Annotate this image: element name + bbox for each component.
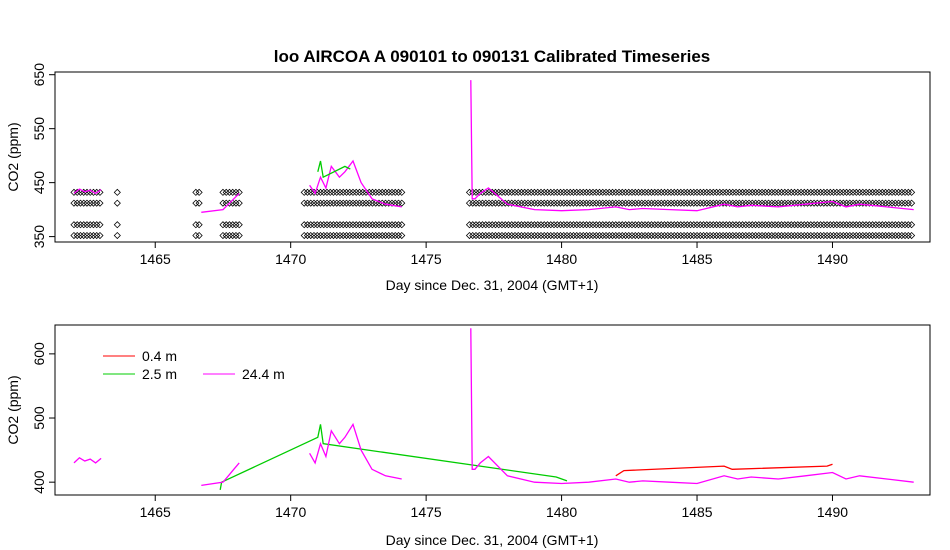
data-marker [96,221,104,229]
y-tick-label: 350 [31,225,47,249]
legend: 0.4 m 2.5 m 24.4 m [103,348,285,382]
data-marker [195,199,203,207]
data-marker [195,188,203,196]
data-marker [235,231,243,240]
x-axis-label-top: Day since Dec. 31, 2004 (GMT+1) [386,277,599,293]
data-marker [113,188,121,196]
chart-title: loo AIRCOA A 090101 to 090131 Calibrated… [274,47,711,66]
data-marker [398,188,406,196]
data-marker [232,221,240,229]
data-marker [93,199,101,207]
legend-label-24-4m: 24.4 m [242,366,285,382]
data-marker [195,221,203,229]
data-marker [904,188,912,196]
data-marker [398,221,406,229]
data-marker [192,231,200,240]
x-tick-label: 1475 [411,251,442,267]
x-tick-label: 1470 [275,504,306,520]
bottom-panel: 400 500 600 1465 1470 1475 1480 1485 1490 CO2 (… [5,324,931,548]
data-marker [394,231,403,240]
plot-frame-top [54,71,931,243]
data-marker [232,231,240,240]
x-tick-label: 1490 [817,504,848,520]
y-axis-label-bottom: CO2 (ppm) [5,375,21,444]
data-marker [192,221,200,229]
data-marker [394,188,403,196]
data-marker [904,221,912,229]
data-marker [908,221,916,229]
x-tick-label: 1475 [411,504,442,520]
x-tick-label: 1485 [681,504,712,520]
data-marker [235,199,243,207]
data-marker [93,231,101,240]
series-line-2-5-m-bottom [219,424,568,491]
legend-label-0-4m: 0.4 m [142,348,177,364]
series-line-24-4-m-top [73,80,914,213]
data-marker [93,221,101,229]
legend-label-2-5m: 2.5 m [142,366,177,382]
y-tick-label: 650 [31,63,47,87]
data-marker [904,231,912,240]
data-marker [904,199,912,207]
data-marker [908,231,916,240]
data-marker [113,231,121,240]
y-axis-label-top: CO2 (ppm) [5,122,21,191]
series-line-0-4-m-bottom [615,463,833,477]
y-tick-label: 500 [31,406,47,430]
x-tick-label: 1485 [681,251,712,267]
x-tick-label: 1490 [817,251,848,267]
x-tick-label: 1470 [275,251,306,267]
data-marker [908,188,916,196]
data-marker [232,199,240,207]
y-tick-label: 550 [31,117,47,141]
data-marker [96,199,104,207]
series-line-24-4-m-bottom [73,328,914,487]
data-marker [96,188,104,196]
data-marker [192,188,200,196]
top-panel: 350 450 550 650 1465 1470 1475 1480 1485 1490 CO… [5,63,931,293]
data-marker [93,188,101,196]
x-tick-label: 1465 [140,251,171,267]
data-marker [394,199,403,207]
y-tick-label: 600 [31,342,47,366]
data-marker [235,221,243,229]
x-tick-label: 1480 [546,251,577,267]
data-marker [113,199,121,207]
plot-frame-bottom [54,324,931,496]
data-marker [398,199,406,207]
data-marker [398,231,406,240]
y-tick-label: 400 [31,470,47,494]
data-marker [192,199,200,207]
data-marker [113,221,121,229]
x-axis-label-bottom: Day since Dec. 31, 2004 (GMT+1) [386,532,599,548]
data-marker [232,188,240,196]
series-line-2-5-m-top [317,160,351,179]
data-marker [394,221,403,229]
x-tick-label: 1465 [140,504,171,520]
data-marker [908,199,916,207]
y-tick-label: 450 [31,171,47,195]
data-marker [96,231,104,240]
data-marker [195,231,203,240]
x-tick-label: 1480 [546,504,577,520]
